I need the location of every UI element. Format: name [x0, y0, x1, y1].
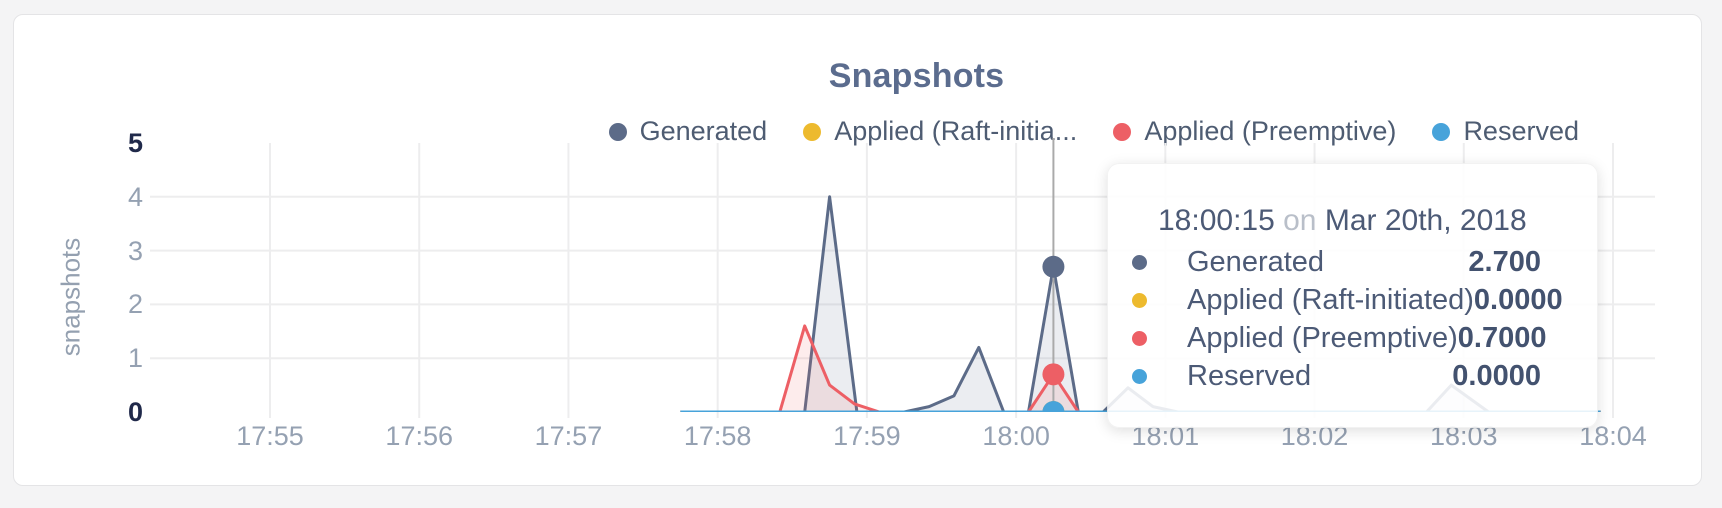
chart-title: Snapshots: [828, 57, 1005, 95]
tooltip-row-label: Applied (Preemptive): [1187, 321, 1458, 354]
series-generated-line: [680, 195, 1601, 412]
x-tick-label: 17:56: [385, 421, 453, 451]
tooltip-dot-generated-icon: [1132, 254, 1147, 270]
hover-point-generated[interactable]: [1042, 255, 1065, 278]
tooltip-row-applied-preemptive: Applied (Preemptive) 0.7000: [1128, 319, 1547, 357]
hover-tooltip: 18:00:15 on Mar 20th, 2018 Generated 2.7…: [1107, 163, 1598, 428]
legend-dot-reserved-icon: [1432, 122, 1451, 141]
tooltip-dot-applied-raft-initiated-icon: [1132, 292, 1147, 308]
legend-dot-applied-preemptive-icon: [1113, 122, 1132, 141]
x-tick-label: 17:57: [534, 421, 603, 451]
y-tick-label: 2: [127, 289, 143, 320]
x-tick-label: 18:00: [982, 421, 1050, 451]
hover-point-reserved[interactable]: [1042, 401, 1065, 423]
legend-item-reserved[interactable]: Reserved: [1432, 116, 1579, 147]
y-tick-label: 3: [127, 235, 143, 266]
legend-item-applied-preemptive[interactable]: Applied (Preemptive): [1113, 116, 1396, 147]
tooltip-row-applied-raft-initiated: Applied (Raft-initiated) 0.0000: [1128, 281, 1563, 319]
y-tick-label: 5: [127, 128, 143, 158]
legend: Generated Applied (Raft-initia... Applie…: [608, 116, 1579, 147]
legend-label: Reserved: [1463, 116, 1579, 146]
legend-label: Applied (Raft-initia...: [834, 116, 1078, 146]
tooltip-row-value: 0.7000: [1457, 321, 1547, 354]
y-tick-label: 0: [127, 397, 143, 427]
tooltip-row-label: Generated: [1187, 245, 1325, 278]
tooltip-row-generated: Generated 2.700: [1128, 243, 1541, 281]
tooltip-row-value: 0.0000: [1473, 283, 1563, 316]
series-applied-preemptive-line: [680, 324, 1601, 412]
legend-item-applied-raft-initiated[interactable]: Applied (Raft-initia...: [803, 116, 1077, 147]
tooltip-dot-reserved-icon: [1132, 368, 1147, 384]
y-tick-label: 4: [127, 181, 143, 212]
legend-item-generated[interactable]: Generated: [608, 116, 768, 147]
legend-label: Generated: [639, 116, 768, 146]
tooltip-row-label: Applied (Raft-initiated): [1187, 283, 1474, 316]
hover-point-applied-preemptive[interactable]: [1042, 363, 1065, 386]
tooltip-conjunction: on: [1283, 204, 1317, 237]
x-tick-label: 17:55: [236, 421, 304, 451]
tooltip-row-label: Reserved: [1187, 359, 1312, 392]
tooltip-date: Mar 20th, 2018: [1324, 204, 1527, 237]
tooltip-time: 18:00:15: [1158, 204, 1275, 237]
y-tick-label: 1: [127, 343, 143, 374]
legend-dot-applied-raft-initiated-icon: [803, 122, 822, 141]
tooltip-row-value: 2.700: [1468, 245, 1541, 278]
tooltip-title: 18:00:15 on Mar 20th, 2018: [1158, 202, 1541, 240]
tooltip-dot-applied-preemptive-icon: [1132, 330, 1147, 346]
legend-dot-generated-icon: [608, 122, 627, 141]
legend-label: Applied (Preemptive): [1144, 116, 1397, 146]
x-tick-label: 17:59: [833, 421, 901, 451]
x-tick-label: 17:58: [683, 421, 752, 451]
tooltip-row-value: 0.0000: [1452, 359, 1541, 392]
tooltip-row-reserved: Reserved 0.0000: [1128, 357, 1541, 395]
